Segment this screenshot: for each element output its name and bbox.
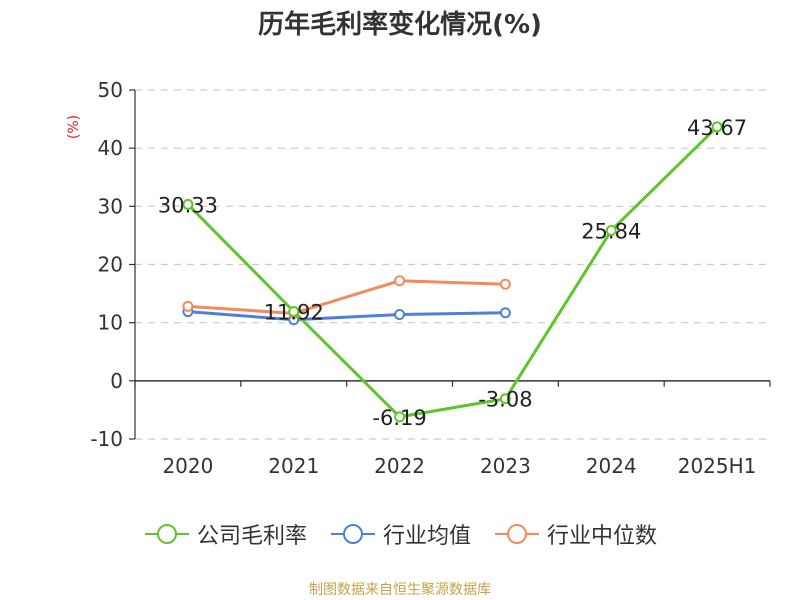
data-point bbox=[394, 309, 406, 321]
data-point bbox=[182, 300, 194, 312]
y-tick-label: 10 bbox=[98, 311, 123, 335]
data-label: -6.19 bbox=[372, 406, 426, 430]
x-tick-label: 2023 bbox=[480, 454, 531, 478]
legend-item[interactable]: 公司毛利率 bbox=[143, 518, 307, 550]
data-point bbox=[394, 411, 406, 423]
y-tick-label: 40 bbox=[98, 136, 123, 160]
data-point bbox=[499, 393, 511, 405]
legend-label: 公司毛利率 bbox=[196, 524, 307, 549]
data-point bbox=[499, 307, 511, 319]
series-line bbox=[187, 279, 506, 315]
x-tick-label: 2020 bbox=[162, 454, 213, 478]
legend-marker bbox=[507, 524, 527, 544]
y-tick-label: 20 bbox=[98, 253, 123, 277]
data-label: 25.84 bbox=[581, 220, 641, 244]
data-label: -3.08 bbox=[478, 388, 532, 412]
x-tick-label: 2025H1 bbox=[678, 454, 757, 478]
y-tick-label: 0 bbox=[110, 369, 123, 393]
data-label: 30.33 bbox=[158, 193, 218, 217]
data-point bbox=[394, 275, 406, 287]
source-note: 制图数据来自恒生聚源数据库 bbox=[309, 582, 491, 598]
y-tick-label: 50 bbox=[98, 78, 123, 102]
x-tick-label: 2021 bbox=[268, 454, 319, 478]
data-label: 11.92 bbox=[264, 300, 324, 324]
y-tick-label: 30 bbox=[98, 194, 123, 218]
legend-label: 行业均值 bbox=[382, 524, 471, 549]
series-line bbox=[186, 125, 719, 419]
data-point bbox=[605, 225, 617, 237]
x-tick-label: 2022 bbox=[374, 454, 425, 478]
legend-item[interactable]: 行业均值 bbox=[329, 518, 471, 550]
legend-swatch-icon bbox=[330, 524, 375, 544]
x-tick-label: 2024 bbox=[586, 454, 637, 478]
data-label: 43.67 bbox=[687, 116, 747, 140]
series-line bbox=[187, 310, 506, 322]
data-point bbox=[711, 121, 723, 133]
data-point bbox=[288, 305, 300, 317]
legend-marker bbox=[156, 524, 177, 544]
legend-marker bbox=[342, 524, 363, 544]
legend-label: 行业中位数 bbox=[547, 524, 658, 549]
legend: 公司毛利率 行业均值 行业中位数 bbox=[0, 518, 800, 550]
chart-title: 历年毛利率变化情况(%) bbox=[258, 10, 542, 40]
y-axis-label: (%) bbox=[66, 115, 82, 139]
legend-swatch-icon bbox=[144, 524, 189, 544]
legend-swatch-icon bbox=[495, 524, 539, 544]
legend-item[interactable]: 行业中位数 bbox=[493, 518, 657, 550]
y-tick-label: -10 bbox=[90, 427, 123, 451]
data-point bbox=[499, 278, 511, 290]
data-point bbox=[182, 198, 194, 210]
